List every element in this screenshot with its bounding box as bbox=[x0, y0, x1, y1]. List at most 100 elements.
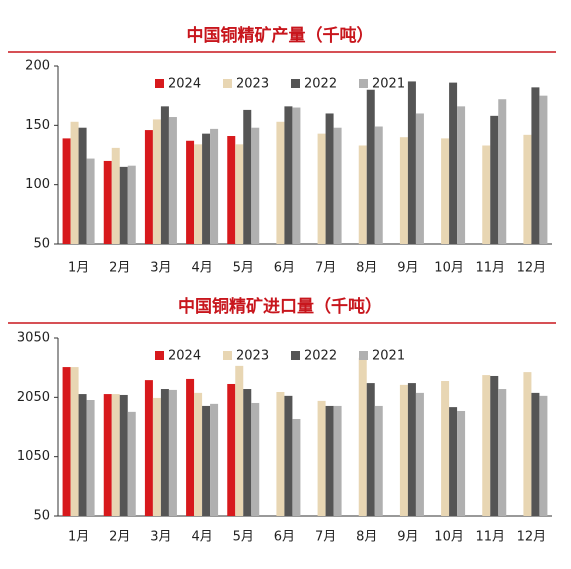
x-tick-label: 1月 bbox=[68, 530, 89, 545]
y-tick-label: 3050 bbox=[17, 331, 50, 346]
legend-label: 2021 bbox=[372, 77, 405, 92]
legend-label: 2024 bbox=[168, 349, 201, 364]
bar bbox=[415, 113, 424, 244]
bar bbox=[374, 126, 383, 244]
bar bbox=[399, 384, 408, 516]
bar bbox=[127, 411, 136, 516]
x-tick-label: 11月 bbox=[475, 530, 505, 545]
bar bbox=[539, 95, 548, 245]
legend-swatch bbox=[155, 79, 164, 88]
legend-swatch bbox=[291, 79, 300, 88]
bar bbox=[103, 394, 112, 516]
bar bbox=[235, 365, 244, 516]
y-tick-label: 200 bbox=[25, 59, 50, 74]
bar bbox=[407, 383, 416, 516]
x-tick-label: 7月 bbox=[315, 530, 336, 545]
x-tick-label: 12月 bbox=[517, 530, 547, 545]
bar bbox=[86, 400, 95, 516]
bar bbox=[358, 357, 367, 516]
bar bbox=[251, 127, 260, 244]
bar bbox=[407, 81, 416, 244]
y-tick-label: 50 bbox=[33, 237, 50, 252]
bar bbox=[358, 145, 367, 244]
bar bbox=[111, 147, 120, 244]
bar bbox=[78, 394, 87, 516]
bar bbox=[482, 145, 491, 244]
y-tick-label: 1050 bbox=[17, 449, 50, 464]
x-tick-label: 9月 bbox=[397, 530, 418, 545]
bar bbox=[325, 113, 334, 244]
bar bbox=[194, 392, 203, 516]
bar bbox=[523, 372, 532, 516]
x-tick-label: 6月 bbox=[274, 530, 295, 545]
x-tick-label: 2月 bbox=[109, 530, 130, 545]
x-tick-label: 4月 bbox=[191, 530, 212, 545]
bar bbox=[210, 128, 219, 244]
legend-swatch bbox=[359, 351, 368, 360]
bar bbox=[152, 397, 161, 516]
chart-title: 中国铜精矿产量（千吨） bbox=[187, 25, 374, 46]
bar bbox=[144, 380, 153, 516]
x-tick-label: 1月 bbox=[68, 261, 89, 276]
legend-label: 2022 bbox=[304, 77, 337, 92]
bar bbox=[415, 392, 424, 516]
legend-label: 2023 bbox=[236, 349, 269, 364]
x-tick-label: 12月 bbox=[517, 261, 547, 276]
x-tick-label: 7月 bbox=[315, 261, 336, 276]
x-tick-label: 2月 bbox=[109, 261, 130, 276]
x-tick-label: 6月 bbox=[274, 261, 295, 276]
chart-title: 中国铜精矿进口量（千吨） bbox=[178, 296, 382, 317]
x-tick-label: 3月 bbox=[150, 261, 171, 276]
x-tick-label: 3月 bbox=[150, 530, 171, 545]
bar bbox=[441, 381, 450, 516]
bar bbox=[70, 121, 79, 244]
y-tick-label: 2050 bbox=[17, 390, 50, 405]
bar bbox=[103, 160, 112, 244]
bar bbox=[449, 407, 458, 516]
bar bbox=[78, 127, 87, 244]
bar bbox=[152, 119, 161, 244]
bar bbox=[144, 130, 153, 244]
bar bbox=[111, 394, 120, 516]
bar bbox=[210, 403, 219, 516]
legend-label: 2021 bbox=[372, 349, 405, 364]
x-tick-label: 9月 bbox=[397, 261, 418, 276]
x-tick-label: 11月 bbox=[475, 261, 505, 276]
x-tick-label: 10月 bbox=[434, 530, 464, 545]
bar bbox=[490, 115, 499, 244]
legend-label: 2024 bbox=[168, 77, 201, 92]
legend-swatch bbox=[359, 79, 368, 88]
bar bbox=[531, 87, 540, 244]
bar bbox=[276, 391, 285, 516]
bar bbox=[243, 109, 252, 244]
bar bbox=[70, 367, 79, 516]
bar bbox=[333, 127, 342, 244]
x-tick-label: 8月 bbox=[356, 261, 377, 276]
bar bbox=[325, 405, 334, 516]
bar bbox=[227, 136, 236, 244]
bar bbox=[86, 158, 95, 244]
bar bbox=[284, 395, 293, 516]
y-tick-label: 150 bbox=[25, 118, 50, 133]
bar bbox=[523, 134, 532, 244]
y-tick-label: 50 bbox=[33, 509, 50, 524]
bar bbox=[186, 140, 195, 244]
bar bbox=[457, 106, 466, 244]
bar bbox=[127, 165, 136, 244]
bar bbox=[292, 418, 301, 516]
bar bbox=[276, 121, 285, 244]
legend-swatch bbox=[291, 351, 300, 360]
bar bbox=[62, 367, 71, 516]
x-tick-label: 4月 bbox=[191, 261, 212, 276]
bar bbox=[333, 405, 342, 516]
legend-swatch bbox=[223, 351, 232, 360]
bar bbox=[168, 117, 177, 244]
bar bbox=[160, 106, 169, 244]
x-tick-label: 10月 bbox=[434, 261, 464, 276]
bar bbox=[366, 89, 375, 244]
bar bbox=[531, 392, 540, 516]
x-tick-label: 5月 bbox=[233, 530, 254, 545]
bar bbox=[227, 383, 236, 516]
bar bbox=[498, 389, 507, 516]
